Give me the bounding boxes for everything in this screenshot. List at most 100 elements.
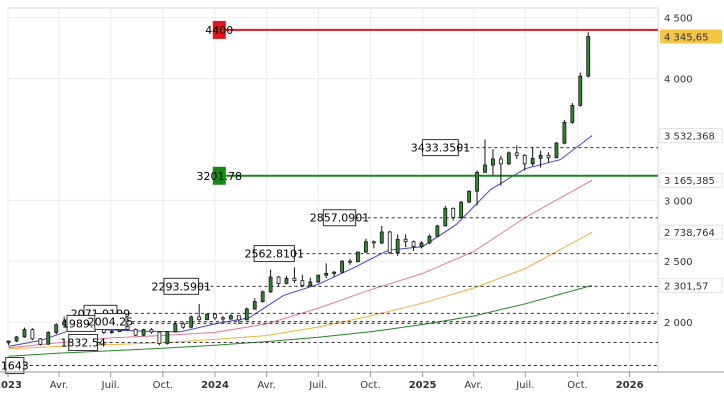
- candle-body: [252, 301, 257, 310]
- series-value-box: [659, 224, 723, 240]
- candle-body: [6, 340, 11, 344]
- series-value-label: 3 165,385: [664, 176, 715, 187]
- x-tick-label: 2026: [616, 380, 644, 391]
- candle-body: [451, 207, 456, 218]
- moving-average-line: [8, 284, 593, 357]
- x-tick-label: Juil.: [101, 380, 120, 391]
- y-tick-label: 3 000: [664, 196, 693, 207]
- candle-body: [181, 323, 186, 328]
- level-label: 1643: [1, 360, 29, 373]
- x-tick-label: Oct.: [153, 380, 173, 391]
- y-tick-label: 2 000: [664, 318, 693, 329]
- x-tick-label: Avr.: [257, 380, 276, 391]
- candle-body: [133, 328, 138, 336]
- candle-body: [229, 315, 233, 320]
- candle-body: [109, 331, 114, 333]
- candle-body: [387, 231, 392, 254]
- candle-body: [165, 331, 170, 344]
- level-label-box: [163, 277, 200, 295]
- candle-body: [379, 231, 384, 244]
- candle-body: [316, 274, 321, 283]
- candlesticks: [6, 32, 591, 346]
- candle-body: [292, 277, 297, 282]
- candle-body: [189, 316, 194, 328]
- series-value-box: [659, 172, 723, 188]
- candle-body: [467, 190, 472, 203]
- candle-body: [324, 272, 329, 276]
- candle-body: [538, 154, 543, 159]
- candle-body: [403, 238, 408, 243]
- candle-body: [340, 260, 344, 273]
- y-tick-label: 4 500: [664, 14, 693, 25]
- candle-body: [514, 152, 519, 156]
- candle-body: [530, 157, 535, 165]
- level-label-box: [68, 333, 99, 351]
- candle-body: [205, 313, 209, 321]
- level-label: 2293.5901: [152, 280, 212, 293]
- level-label: 3433.3501: [411, 142, 471, 155]
- candle-body: [332, 271, 337, 274]
- candle-body: [22, 329, 27, 338]
- candle-body: [284, 277, 289, 284]
- price-label: 4 345,65: [664, 33, 709, 44]
- level-label: 2562.8101: [245, 248, 305, 261]
- candle-body: [506, 152, 511, 165]
- candle-body: [213, 313, 217, 319]
- level-label: 1832.54: [60, 336, 106, 349]
- candle-body: [483, 164, 487, 173]
- level-label-box: [5, 357, 25, 375]
- candle-body: [30, 329, 35, 340]
- candle-body: [443, 207, 448, 227]
- candle-body: [268, 276, 273, 293]
- candle-body: [411, 241, 416, 248]
- y-tick-label: 4 000: [664, 75, 693, 86]
- level-label: 2004.25: [88, 316, 134, 329]
- candle-body: [491, 158, 495, 166]
- candle-body: [260, 291, 265, 303]
- candle-body: [173, 323, 178, 333]
- candle-body: [586, 36, 591, 77]
- moving-average-line: [8, 231, 593, 350]
- candle-body: [363, 241, 368, 253]
- series-value-label: 3 532,368: [664, 132, 715, 143]
- candle-body: [141, 329, 146, 336]
- x-tick-label: 2023: [0, 380, 22, 391]
- x-tick-label: Juil.: [308, 380, 327, 391]
- x-tick-label: Juil.: [515, 380, 534, 391]
- x-tick-label: Oct.: [567, 380, 587, 391]
- candle-body: [276, 276, 281, 284]
- candle-body: [46, 332, 51, 345]
- candle-body: [149, 329, 154, 333]
- level-label-box: [212, 166, 226, 185]
- y-axis: 4 500 4 000 3 000 2 500 2 000 3 532,368 3 165,…: [659, 14, 723, 329]
- series-value-box: [659, 277, 723, 293]
- candle-body: [419, 242, 424, 248]
- x-tick-label: 2025: [409, 380, 437, 391]
- x-tick-label: Avr.: [464, 380, 483, 391]
- candle-body: [236, 315, 241, 321]
- candle-body: [356, 251, 360, 262]
- x-tick-label: Avr.: [50, 380, 69, 391]
- x-tick-label: Oct.: [360, 380, 380, 391]
- candle-body: [498, 158, 503, 165]
- x-tick-label: 2024: [201, 380, 229, 391]
- level-label-box: [94, 313, 127, 331]
- moving-average-line: [8, 179, 593, 349]
- candle-body: [300, 280, 305, 286]
- candle-body: [14, 336, 19, 342]
- series-value-box: [659, 128, 723, 144]
- candle-body: [435, 225, 440, 237]
- level-label: 4400: [205, 24, 233, 37]
- candle-body: [38, 338, 43, 345]
- level-label: 3201.78: [197, 170, 243, 183]
- candle-body: [244, 308, 249, 321]
- level-lines: [23, 28, 658, 367]
- level-label: 1989.0: [62, 317, 101, 330]
- candle-body: [562, 122, 567, 144]
- series-value-label: 2 301,57: [664, 281, 709, 292]
- series-value-label: 2 738,764: [664, 228, 715, 239]
- candle-body: [348, 260, 352, 263]
- x-axis: 2023 Avr. Juil. Oct. 2024 Avr. Juil. Oct. 2025 Av…: [0, 371, 724, 391]
- candle-body: [475, 171, 479, 192]
